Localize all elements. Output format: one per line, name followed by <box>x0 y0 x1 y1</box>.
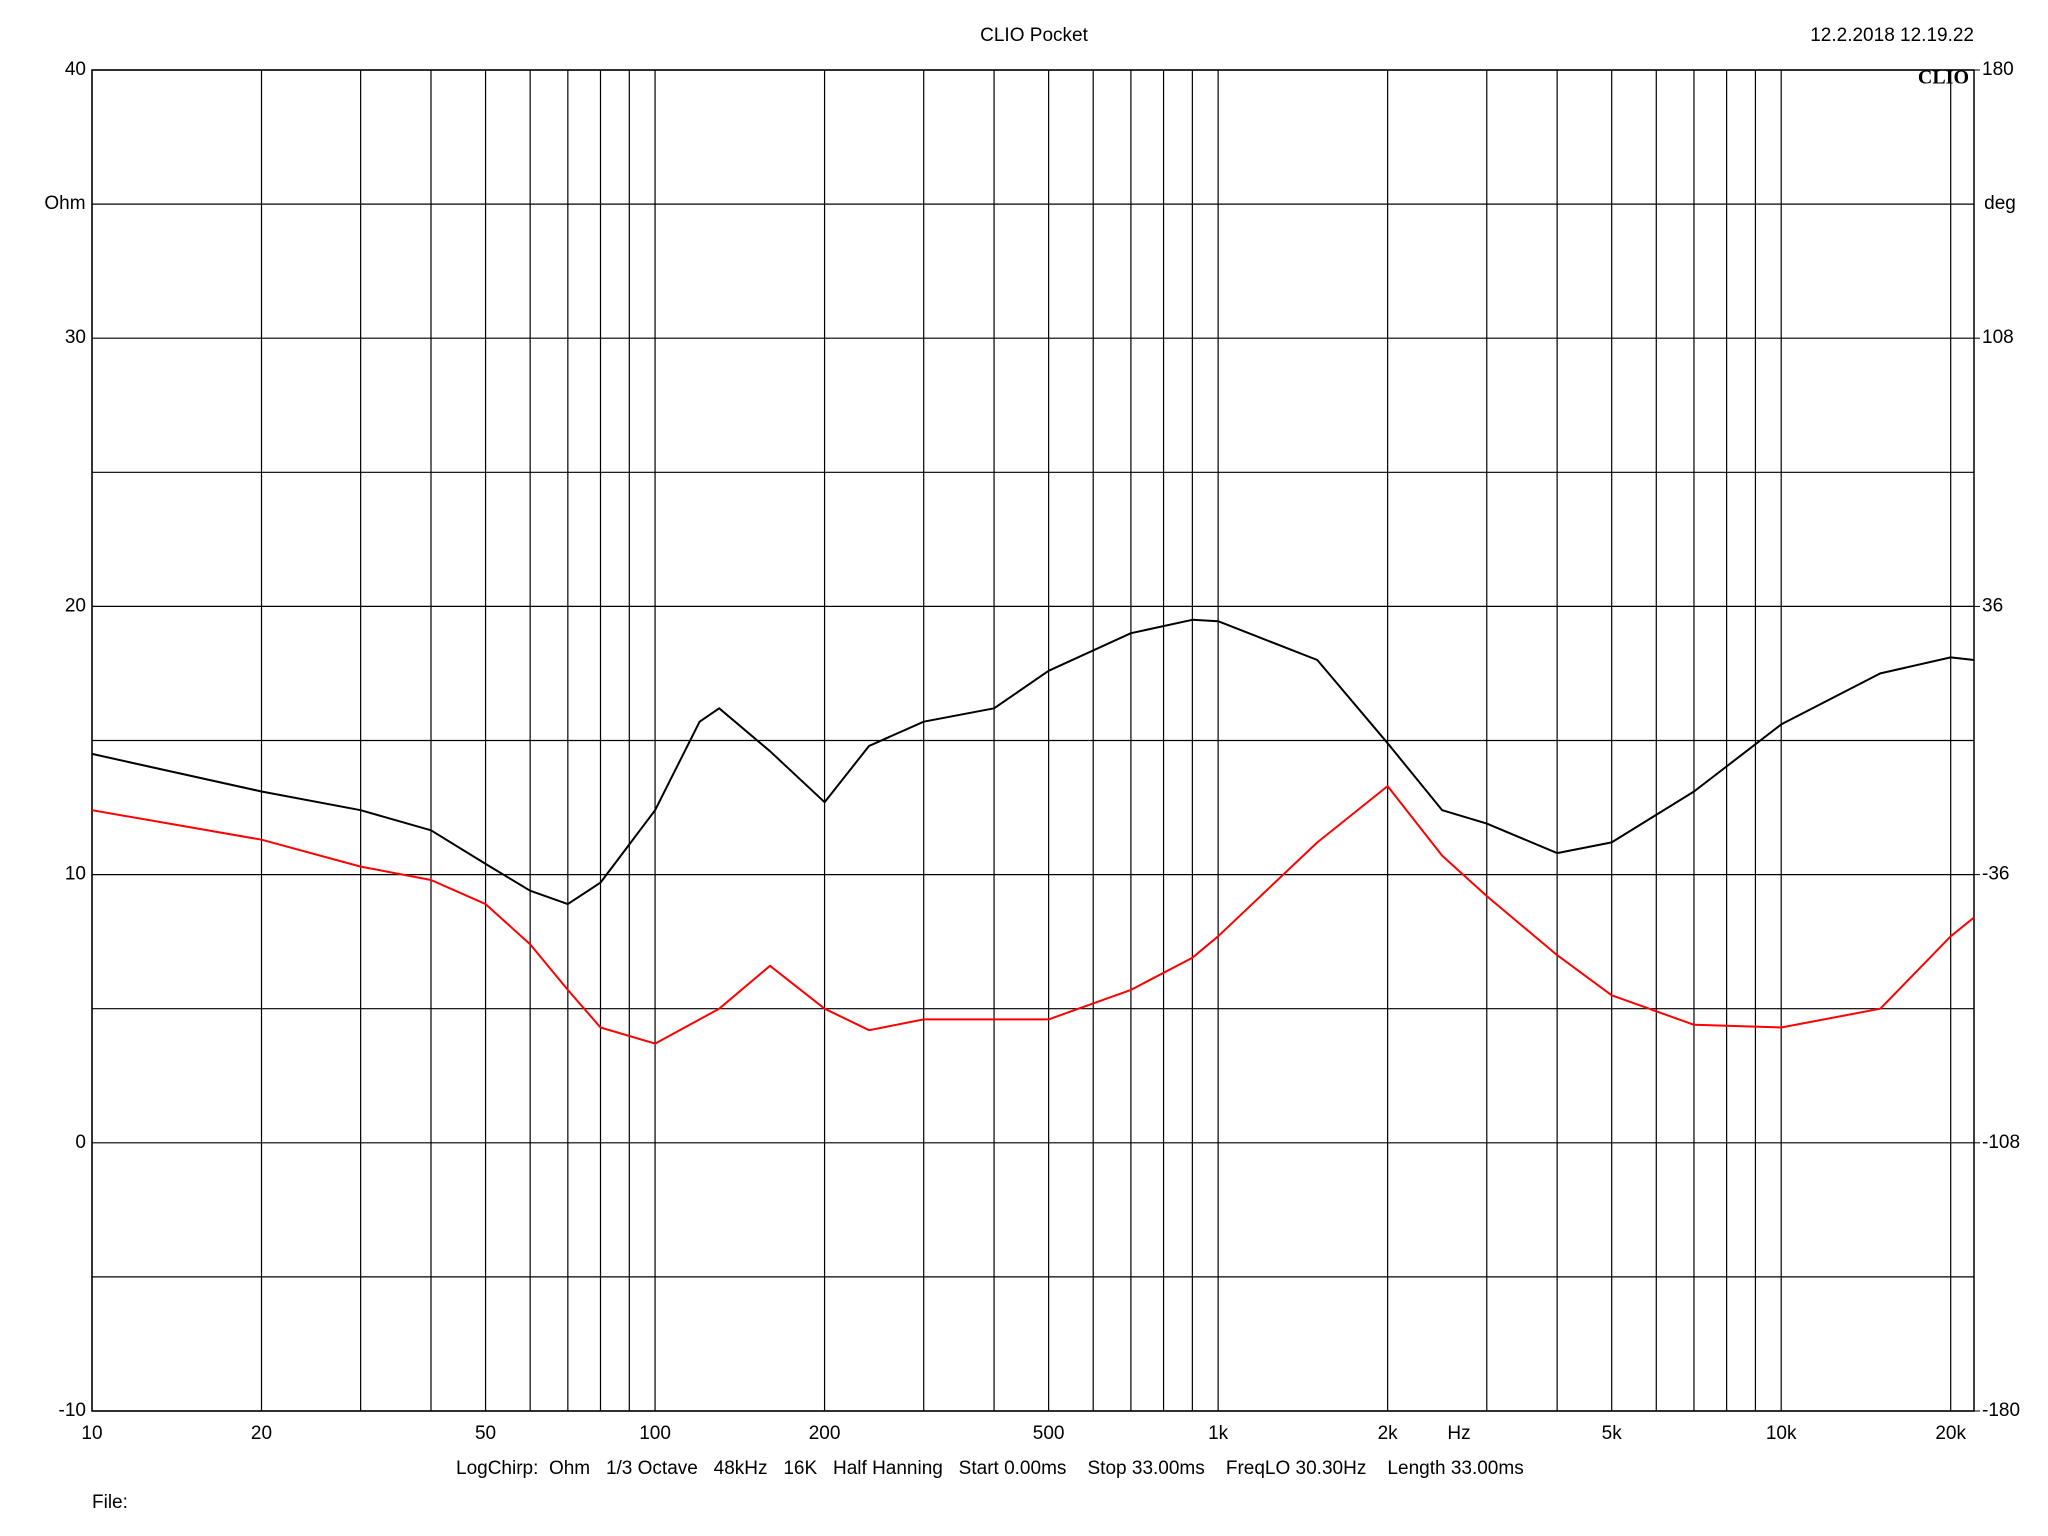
x-tick-label: 10k <box>1766 1423 1797 1444</box>
x-axis-label: Hz <box>1447 1423 1470 1444</box>
data-line <box>91 618 1975 906</box>
y2-tick-label: -108 <box>1982 1132 2020 1153</box>
plot-frame <box>91 69 1975 1412</box>
logo: CLIO <box>1918 67 1969 89</box>
y2-tick-label: 36 <box>1982 595 2003 616</box>
x-tick-label: 1k <box>1208 1423 1229 1444</box>
y2-tick-label: -36 <box>1982 864 2009 885</box>
x-tick-label: 20k <box>1935 1423 1966 1444</box>
file-label: File: <box>92 1492 128 1513</box>
y-axis-label: Ohm <box>44 193 85 214</box>
x-tick-label: 500 <box>1033 1423 1065 1444</box>
x-tick-label: 200 <box>809 1423 841 1444</box>
y-tick-label: 40 <box>65 59 86 80</box>
chart-title: CLIO Pocket <box>980 25 1088 46</box>
y-tick-label: 30 <box>65 327 86 348</box>
y2-axis-label: deg <box>1984 193 2016 214</box>
y2-tick-label: -180 <box>1982 1400 2020 1421</box>
y2-tick-label: 108 <box>1982 327 2014 348</box>
data-line <box>91 785 1975 1045</box>
timestamp: 12.2.2018 12.19.22 <box>1810 25 1974 46</box>
y-tick-label: 10 <box>65 864 86 885</box>
x-tick-label: 10 <box>81 1423 102 1444</box>
y-tick-label: 0 <box>75 1132 86 1153</box>
x-tick-label: 5k <box>1602 1423 1623 1444</box>
x-tick-label: 2k <box>1378 1423 1399 1444</box>
x-tick-label: 20 <box>251 1423 272 1444</box>
y-tick-label: 20 <box>65 595 86 616</box>
x-tick-label: 50 <box>475 1423 496 1444</box>
x-tick-label: 100 <box>639 1423 671 1444</box>
footer: LogChirp: Ohm 1/3 Octave 48kHz 16K Half … <box>456 1458 1524 1479</box>
y2-tick-label: 180 <box>1982 59 2014 80</box>
y-tick-label: -10 <box>59 1400 86 1421</box>
